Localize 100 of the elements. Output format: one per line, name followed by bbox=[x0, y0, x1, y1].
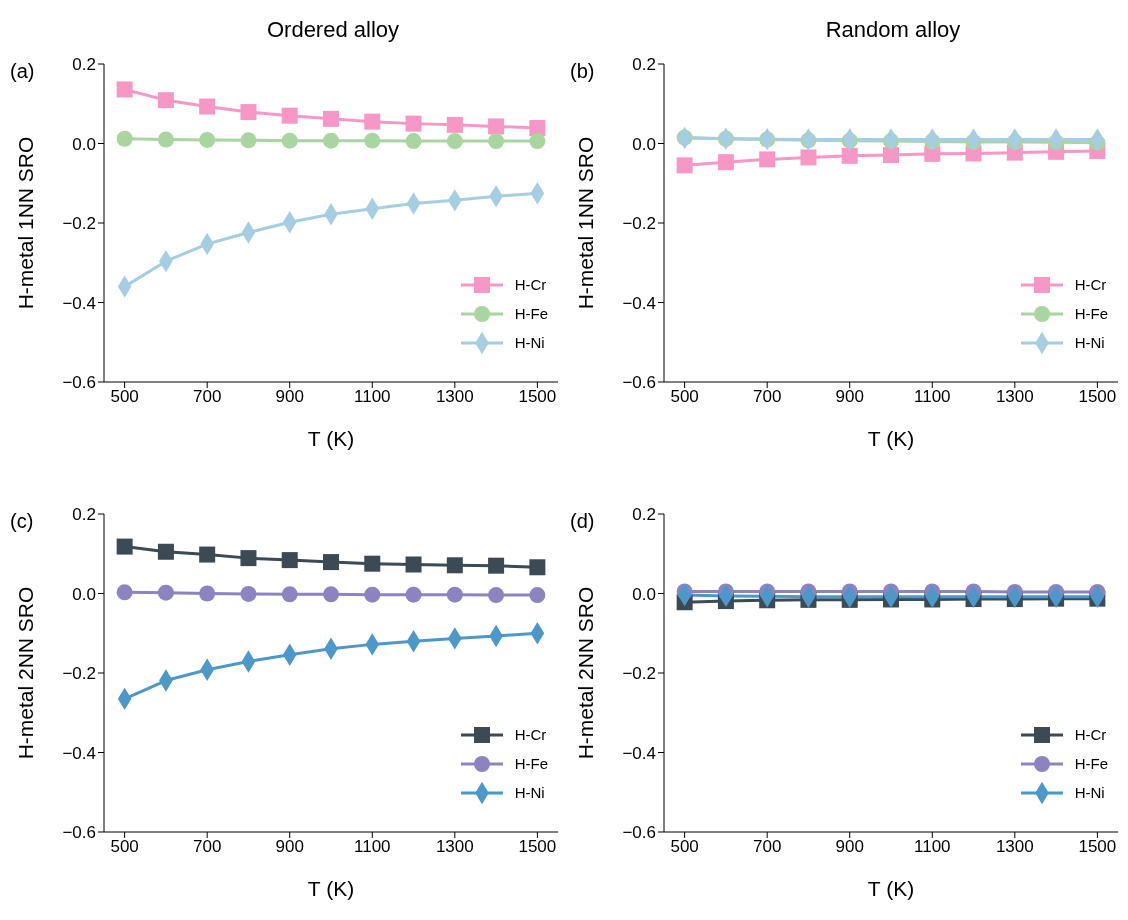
y-tick-label: −0.4 bbox=[62, 743, 96, 763]
point bbox=[240, 550, 257, 567]
y-axis-title: H-metal 2NN SRO bbox=[574, 586, 598, 760]
x-axis-title: T (K) bbox=[867, 877, 915, 900]
x-tick-label: 700 bbox=[752, 837, 782, 857]
text: (b) bbox=[570, 60, 595, 83]
point bbox=[488, 133, 505, 150]
y-axis-title: H-metal 1NN SRO bbox=[14, 136, 38, 310]
point bbox=[446, 586, 463, 603]
y-tick-label: 0.0 bbox=[72, 134, 96, 154]
point bbox=[405, 586, 422, 603]
point bbox=[281, 132, 298, 149]
x-axis-title: T (K) bbox=[307, 427, 355, 450]
x-tick-label: 500 bbox=[110, 837, 139, 857]
point bbox=[717, 154, 734, 171]
point bbox=[157, 543, 174, 560]
point bbox=[529, 587, 546, 604]
x-tick-label: 1300 bbox=[995, 837, 1034, 857]
x-tick-label: 1100 bbox=[913, 837, 951, 857]
y-tick-label: −0.2 bbox=[62, 214, 96, 234]
legend-label: H-Ni bbox=[514, 334, 545, 351]
x-tick-label: 700 bbox=[752, 387, 782, 407]
x-tick-label: 1300 bbox=[435, 837, 474, 857]
x-tick-label: 900 bbox=[275, 837, 304, 857]
x-tick-label: 1100 bbox=[353, 837, 391, 857]
point bbox=[529, 120, 546, 136]
x-tick-label: 1100 bbox=[353, 387, 391, 407]
y-tick-label: −0.4 bbox=[62, 293, 96, 313]
chart-title: Ordered alloy bbox=[266, 17, 400, 42]
point bbox=[116, 538, 133, 555]
x-tick-label: 900 bbox=[275, 387, 304, 407]
point bbox=[676, 157, 693, 174]
x-tick-label: 700 bbox=[192, 387, 222, 407]
x-tick-label: 500 bbox=[670, 837, 699, 857]
y-tick-label: −0.6 bbox=[62, 823, 96, 843]
y-tick-label: −0.2 bbox=[62, 664, 96, 684]
x-tick-label: 500 bbox=[670, 387, 699, 407]
point bbox=[841, 147, 858, 164]
point bbox=[199, 131, 216, 148]
point bbox=[883, 147, 899, 164]
x-tick-label: 1500 bbox=[518, 837, 557, 857]
point bbox=[157, 131, 174, 148]
point bbox=[405, 115, 422, 132]
y-tick-label: 0.0 bbox=[632, 584, 656, 604]
point bbox=[529, 133, 546, 150]
point bbox=[364, 132, 381, 149]
point bbox=[281, 586, 298, 603]
x-tick-label: 500 bbox=[110, 387, 139, 407]
x-tick-label: 900 bbox=[835, 387, 864, 407]
point bbox=[199, 98, 216, 115]
point bbox=[323, 132, 339, 149]
text: (c) bbox=[10, 510, 34, 533]
y-tick-label: −0.2 bbox=[622, 214, 656, 234]
y-axis-title: H-metal 2NN SRO bbox=[14, 586, 38, 760]
point bbox=[240, 585, 257, 602]
x-axis-title: T (K) bbox=[867, 427, 915, 450]
x-axis-title: T (K) bbox=[307, 877, 355, 900]
legend-label: H-Fe bbox=[514, 755, 548, 772]
point bbox=[446, 116, 463, 133]
point bbox=[116, 130, 133, 147]
y-tick-label: −0.6 bbox=[62, 373, 96, 393]
y-tick-label: 0.2 bbox=[632, 505, 656, 525]
legend-label: H-Cr bbox=[514, 726, 547, 743]
legend-label: H-Fe bbox=[514, 305, 548, 322]
point bbox=[800, 149, 817, 166]
point bbox=[446, 557, 463, 574]
y-tick-label: −0.4 bbox=[622, 743, 656, 763]
point bbox=[488, 557, 505, 574]
point bbox=[323, 586, 339, 603]
point bbox=[446, 133, 463, 150]
y-tick-label: −0.2 bbox=[622, 664, 656, 684]
point bbox=[405, 556, 422, 573]
point bbox=[488, 118, 505, 135]
x-tick-label: 1500 bbox=[1078, 387, 1117, 407]
x-tick-label: 1100 bbox=[913, 387, 951, 407]
point bbox=[240, 104, 257, 121]
y-tick-label: 0.2 bbox=[632, 55, 656, 75]
point bbox=[364, 586, 381, 603]
point bbox=[364, 555, 381, 572]
point bbox=[364, 113, 381, 130]
point bbox=[405, 133, 422, 150]
point bbox=[116, 81, 133, 98]
point bbox=[199, 546, 216, 563]
y-tick-label: 0.0 bbox=[632, 134, 656, 154]
point bbox=[323, 554, 339, 571]
legend-label: H-Fe bbox=[1074, 755, 1108, 772]
legend-label: H-Ni bbox=[1074, 784, 1105, 801]
y-axis-title: H-metal 1NN SRO bbox=[574, 136, 598, 310]
chart-title: Random alloy bbox=[825, 17, 961, 42]
y-tick-label: −0.6 bbox=[622, 823, 656, 843]
legend-label: H-Ni bbox=[514, 784, 545, 801]
point bbox=[157, 584, 174, 601]
legend-label: H-Ni bbox=[1074, 334, 1105, 351]
point bbox=[199, 585, 216, 602]
legend-label: H-Fe bbox=[1074, 305, 1108, 322]
point bbox=[281, 107, 298, 124]
point bbox=[116, 584, 133, 601]
y-tick-label: 0.0 bbox=[72, 584, 96, 604]
y-tick-label: 0.2 bbox=[72, 55, 96, 75]
x-tick-label: 900 bbox=[835, 837, 864, 857]
